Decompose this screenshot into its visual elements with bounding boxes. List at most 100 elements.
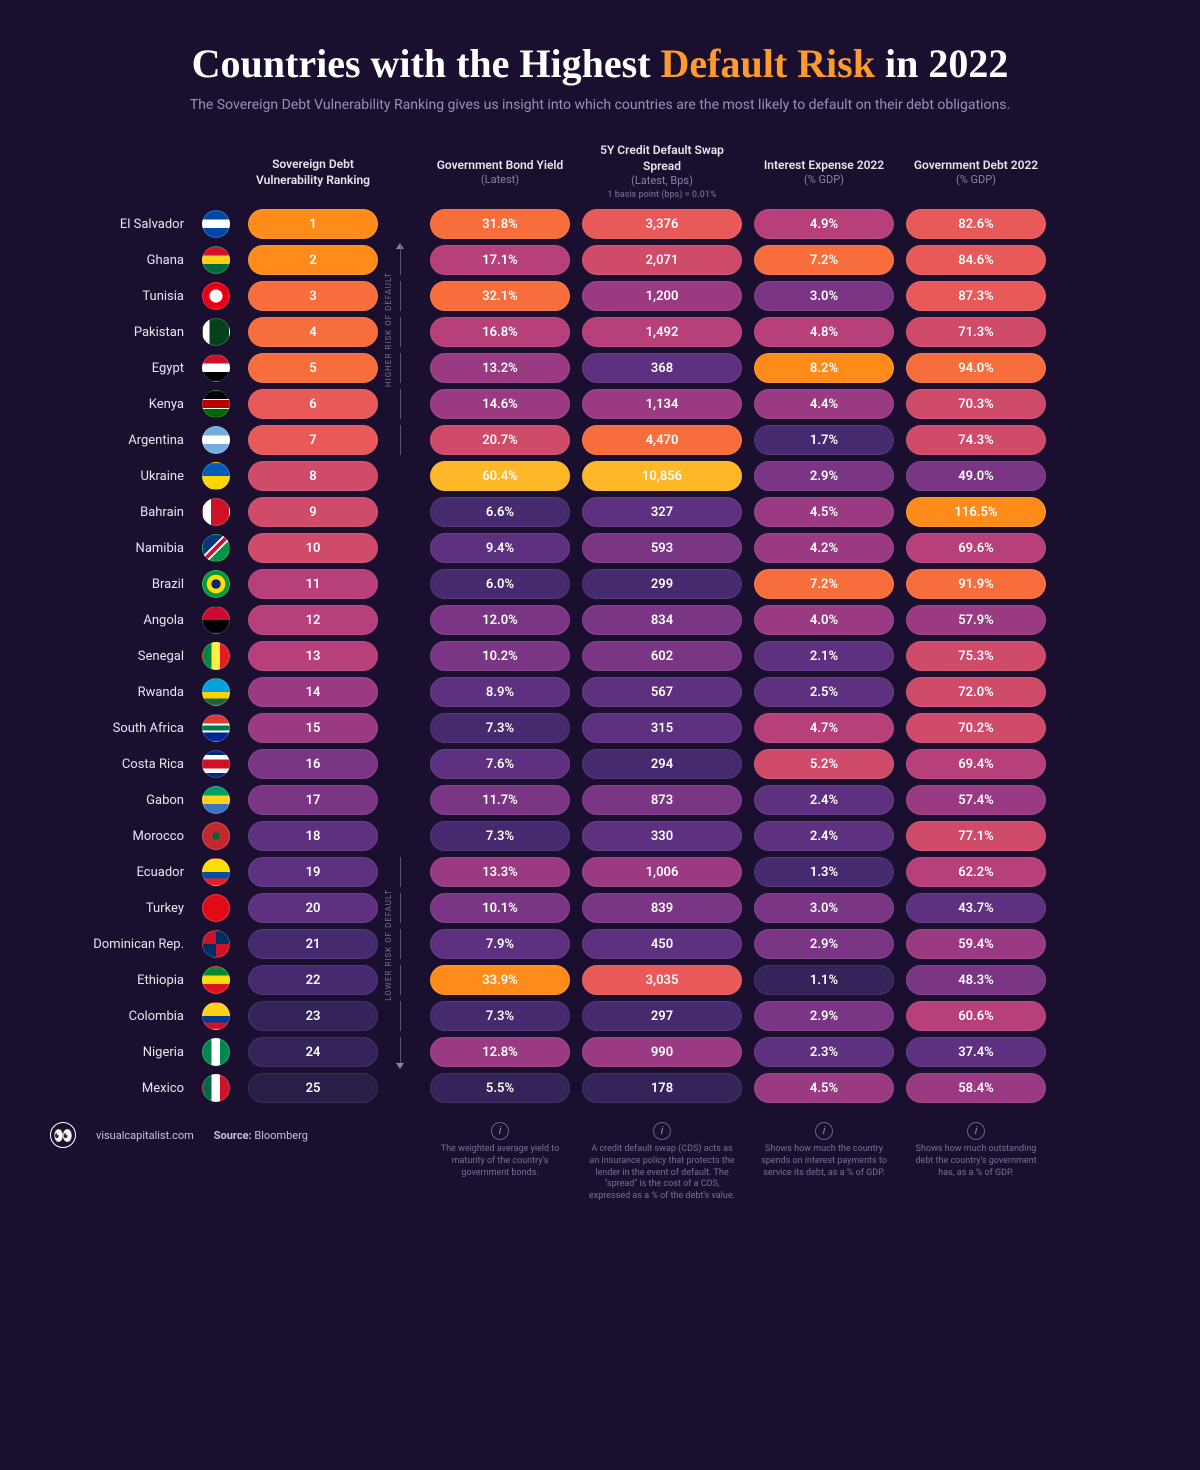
axis-spacer xyxy=(390,1037,418,1067)
flag-icon xyxy=(202,462,236,490)
cds-pill: 327 xyxy=(582,497,742,527)
info-cds: i A credit default swap (CDS) acts as an… xyxy=(582,1122,742,1202)
axis-spacer xyxy=(390,533,418,563)
debt-pill: 69.6% xyxy=(906,533,1046,563)
cds-pill: 1,134 xyxy=(582,389,742,419)
country-name: Senegal xyxy=(50,649,190,664)
interest-pill: 3.0% xyxy=(754,893,894,923)
title-highlight: Default Risk xyxy=(661,41,875,86)
axis-spacer xyxy=(390,461,418,491)
cds-pill: 330 xyxy=(582,821,742,851)
debt-pill: 84.6% xyxy=(906,245,1046,275)
rank-pill: 7 xyxy=(248,425,378,455)
flag-icon xyxy=(202,246,236,274)
bond-pill: 8.9% xyxy=(430,677,570,707)
country-name: Kenya xyxy=(50,397,190,412)
interest-pill: 7.2% xyxy=(754,245,894,275)
debt-pill: 59.4% xyxy=(906,929,1046,959)
flag-icon xyxy=(202,714,236,742)
bond-pill: 10.1% xyxy=(430,893,570,923)
flag-icon xyxy=(202,678,236,706)
cds-pill: 873 xyxy=(582,785,742,815)
interest-pill: 4.4% xyxy=(754,389,894,419)
interest-pill: 4.8% xyxy=(754,317,894,347)
country-name: Tunisia xyxy=(50,289,190,304)
axis-spacer xyxy=(390,749,418,779)
cds-pill: 990 xyxy=(582,1037,742,1067)
axis-spacer xyxy=(390,245,418,275)
country-name: Turkey xyxy=(50,901,190,916)
col-header-rank: Sovereign Debt Vulnerability Ranking xyxy=(248,157,378,192)
axis-spacer xyxy=(390,209,418,239)
bond-pill: 14.6% xyxy=(430,389,570,419)
axis-spacer xyxy=(390,857,418,887)
country-name: Rwanda xyxy=(50,685,190,700)
title-prefix: Countries with the Highest xyxy=(192,41,661,86)
interest-pill: 2.5% xyxy=(754,677,894,707)
rank-pill: 6 xyxy=(248,389,378,419)
axis-spacer xyxy=(390,965,418,995)
bond-pill: 32.1% xyxy=(430,281,570,311)
debt-pill: 49.0% xyxy=(906,461,1046,491)
debt-pill: 60.6% xyxy=(906,1001,1046,1031)
flag-icon xyxy=(202,282,236,310)
bond-pill: 12.8% xyxy=(430,1037,570,1067)
country-name: Ghana xyxy=(50,253,190,268)
rank-pill: 14 xyxy=(248,677,378,707)
subtitle: The Sovereign Debt Vulnerability Ranking… xyxy=(50,97,1150,113)
interest-pill: 5.2% xyxy=(754,749,894,779)
footer: 👀 visualcapitalist.com Source: Bloomberg… xyxy=(50,1122,1150,1202)
rank-pill: 3 xyxy=(248,281,378,311)
interest-pill: 4.5% xyxy=(754,497,894,527)
flag-icon xyxy=(202,570,236,598)
rank-pill: 24 xyxy=(248,1037,378,1067)
interest-pill: 2.9% xyxy=(754,1001,894,1031)
rank-pill: 25 xyxy=(248,1073,378,1103)
flag-icon xyxy=(202,534,236,562)
debt-pill: 87.3% xyxy=(906,281,1046,311)
rank-pill: 1 xyxy=(248,209,378,239)
flag-icon xyxy=(202,822,236,850)
debt-pill: 70.3% xyxy=(906,389,1046,419)
cds-pill: 593 xyxy=(582,533,742,563)
bond-pill: 7.6% xyxy=(430,749,570,779)
rank-pill: 10 xyxy=(248,533,378,563)
country-name: Argentina xyxy=(50,433,190,448)
debt-pill: 37.4% xyxy=(906,1037,1046,1067)
flag-icon xyxy=(202,1038,236,1066)
col-header-debt: Government Debt 2022 (% GDP) xyxy=(906,158,1046,192)
cds-pill: 178 xyxy=(582,1073,742,1103)
debt-pill: 74.3% xyxy=(906,425,1046,455)
rank-pill: 21 xyxy=(248,929,378,959)
axis-spacer xyxy=(390,425,418,455)
flag-icon xyxy=(202,1074,236,1102)
country-name: Dominican Rep. xyxy=(50,937,190,952)
info-icon: i xyxy=(653,1122,671,1140)
interest-pill: 4.2% xyxy=(754,533,894,563)
info-icon: i xyxy=(815,1122,833,1140)
logo-icon: 👀 xyxy=(50,1122,76,1148)
rank-pill: 12 xyxy=(248,605,378,635)
country-name: Bahrain xyxy=(50,505,190,520)
debt-pill: 72.0% xyxy=(906,677,1046,707)
country-name: Pakistan xyxy=(50,325,190,340)
debt-pill: 71.3% xyxy=(906,317,1046,347)
rank-pill: 11 xyxy=(248,569,378,599)
col-header-bond: Government Bond Yield (Latest) xyxy=(430,158,570,192)
debt-pill: 91.9% xyxy=(906,569,1046,599)
debt-pill: 116.5% xyxy=(906,497,1046,527)
axis-spacer xyxy=(390,497,418,527)
debt-pill: 57.4% xyxy=(906,785,1046,815)
country-name: Morocco xyxy=(50,829,190,844)
flag-icon xyxy=(202,858,236,886)
info-debt: i Shows how much outstanding debt the co… xyxy=(906,1122,1046,1179)
cds-pill: 294 xyxy=(582,749,742,779)
cds-pill: 1,492 xyxy=(582,317,742,347)
bond-pill: 60.4% xyxy=(430,461,570,491)
axis-spacer xyxy=(390,893,418,923)
rank-pill: 8 xyxy=(248,461,378,491)
interest-pill: 2.4% xyxy=(754,785,894,815)
country-name: Ukraine xyxy=(50,469,190,484)
rank-pill: 17 xyxy=(248,785,378,815)
country-name: Colombia xyxy=(50,1009,190,1024)
